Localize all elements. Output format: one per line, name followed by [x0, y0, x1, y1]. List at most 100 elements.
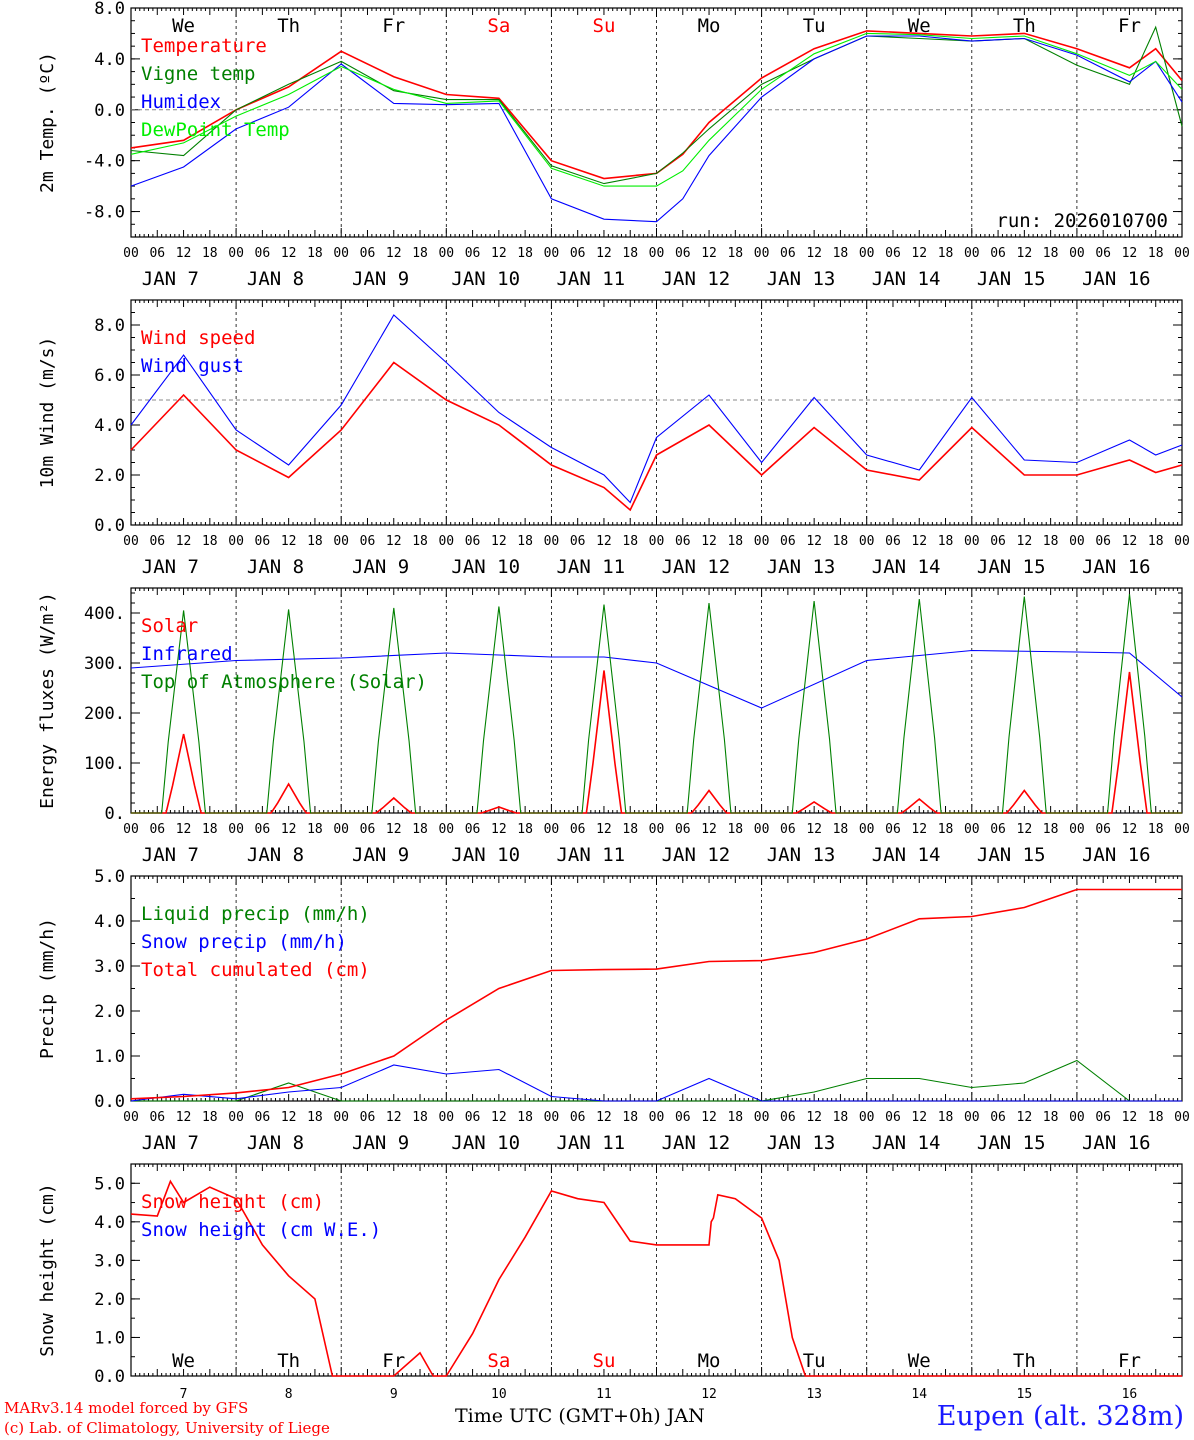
hour-tick-label: 06: [990, 1110, 1006, 1125]
day-label: JAN 7: [142, 844, 199, 866]
legend-entry: Temperature: [141, 35, 267, 57]
hour-tick-label: 00: [859, 246, 875, 261]
hour-tick-label: 00: [754, 246, 770, 261]
hour-tick-label: 12: [386, 534, 402, 549]
hour-tick-label: 12: [1017, 534, 1033, 549]
hour-tick-label: 12: [386, 1110, 402, 1125]
hour-tick-label: 00: [964, 1110, 980, 1125]
hour-tick-label: 12: [596, 1110, 612, 1125]
hour-tick-label: 12: [491, 246, 507, 261]
day-label: JAN 14: [872, 556, 941, 578]
hour-tick-label: 00: [649, 534, 665, 549]
hour-tick-label: 00: [544, 246, 560, 261]
hour-tick-label: 12: [911, 246, 927, 261]
weekday-label: We: [908, 15, 931, 37]
hour-tick-label: 12: [701, 1110, 717, 1125]
day-label: JAN 12: [662, 1132, 731, 1154]
day-label: JAN 14: [872, 1132, 941, 1154]
day-label: JAN 14: [872, 268, 941, 290]
weekday-label: Th: [1013, 1350, 1036, 1372]
weekday-label: Tu: [803, 1350, 826, 1372]
hour-tick-label: 12: [176, 1110, 192, 1125]
hour-tick-label: 12: [596, 534, 612, 549]
hour-tick-label: 06: [1095, 1110, 1111, 1125]
day-label: JAN 12: [662, 268, 731, 290]
hour-tick-label: 00: [859, 534, 875, 549]
day-label: JAN 13: [767, 844, 836, 866]
hour-tick-label: 18: [307, 534, 323, 549]
hour-tick-label: 18: [938, 1110, 954, 1125]
weekday-label: Fr: [1118, 1350, 1141, 1372]
hour-tick-label: 18: [517, 534, 533, 549]
day-label: JAN 11: [556, 268, 625, 290]
hour-tick-label: 00: [1069, 822, 1085, 837]
hour-tick-label: 06: [675, 534, 691, 549]
hour-tick-label: 18: [517, 822, 533, 837]
hour-tick-label: 12: [911, 1110, 927, 1125]
day-number-label: 11: [596, 1387, 612, 1402]
hour-tick-label: 12: [1017, 246, 1033, 261]
hour-tick-label: 12: [386, 822, 402, 837]
series-line-snow-precip-mm-h: [130, 1064, 1182, 1102]
legend-entry: DewPoint Temp: [141, 119, 290, 141]
hour-tick-label: 12: [281, 822, 297, 837]
hour-tick-label: 06: [360, 822, 376, 837]
hour-tick-label: 00: [123, 246, 139, 261]
weekday-label: Tu: [803, 15, 826, 37]
hour-tick-label: 06: [570, 534, 586, 549]
y-tick-label: 4.0: [94, 416, 125, 436]
hour-tick-label: 06: [1095, 246, 1111, 261]
hour-tick-label: 00: [964, 246, 980, 261]
legend-entry: Snow height (cm W.E.): [141, 1219, 381, 1241]
legend-entry: Top of Atmosphere (Solar): [141, 671, 427, 693]
panel-2: 8.0 6.0 4.0 2.0 0.0 10m Wind (m/s) Wind speed W…: [37, 299, 1190, 578]
series-line-wind-speed: [130, 361, 1183, 512]
hour-tick-label: 06: [255, 534, 271, 549]
hour-tick-label: 12: [806, 822, 822, 837]
y-axis-label: Snow height (cm): [37, 1183, 58, 1356]
hour-tick-label: 12: [281, 534, 297, 549]
hour-tick-label: 18: [622, 534, 638, 549]
hour-tick-label: 06: [149, 822, 165, 837]
hour-tick-label: 06: [570, 246, 586, 261]
y-tick-label: 0.0: [94, 1367, 125, 1387]
hour-tick-label: 12: [596, 822, 612, 837]
hour-tick-label: 12: [1122, 246, 1138, 261]
hour-tick-label: 18: [1148, 1110, 1164, 1125]
plot-frame: [130, 587, 1183, 814]
plot-frame: [130, 299, 1183, 526]
series-line-dewpoint-temp: [130, 32, 1183, 187]
hour-tick-label: 12: [1122, 822, 1138, 837]
hour-tick-label: 00: [544, 1110, 560, 1125]
hour-tick-label: 06: [675, 246, 691, 261]
day-label: JAN 10: [451, 556, 520, 578]
panel-5: 5.0 4.0 3.0 2.0 1.0 0.0 Snow height (cm) Snow h…: [37, 1163, 1183, 1402]
hour-tick-label: 00: [859, 1110, 875, 1125]
y-tick-label: 5.0: [94, 1174, 125, 1194]
hour-tick-label: 06: [465, 246, 481, 261]
y-tick-label: 4.0: [94, 1213, 125, 1233]
series-line-snow-height-cm: [130, 1179, 1182, 1377]
y-axis-label: 2m Temp. (ºC): [37, 52, 58, 193]
weekday-label: Sa: [487, 1350, 510, 1372]
hour-tick-label: 18: [833, 822, 849, 837]
y-tick-label: 8.0: [94, 0, 125, 19]
series-line-wind-gust: [130, 314, 1183, 504]
hour-tick-label: 12: [701, 822, 717, 837]
hour-tick-label: 06: [465, 534, 481, 549]
hour-tick-label: 18: [307, 822, 323, 837]
day-label: JAN 15: [977, 556, 1046, 578]
hour-tick-label: 06: [675, 822, 691, 837]
hour-tick-label: 18: [833, 246, 849, 261]
hour-tick-label: 12: [806, 1110, 822, 1125]
hour-tick-label: 12: [701, 246, 717, 261]
hour-tick-label: 18: [833, 1110, 849, 1125]
hour-tick-label: 00: [1069, 246, 1085, 261]
hour-tick-label: 00: [333, 246, 349, 261]
hour-tick-label: 00: [1069, 1110, 1085, 1125]
hour-tick-label: 00: [1069, 534, 1085, 549]
series-line-top-of-atmosphere-solar: [131, 593, 1182, 814]
legend-entry: Snow height (cm): [141, 1191, 324, 1213]
hour-tick-label: 00: [123, 534, 139, 549]
hour-tick-label: 12: [1017, 822, 1033, 837]
